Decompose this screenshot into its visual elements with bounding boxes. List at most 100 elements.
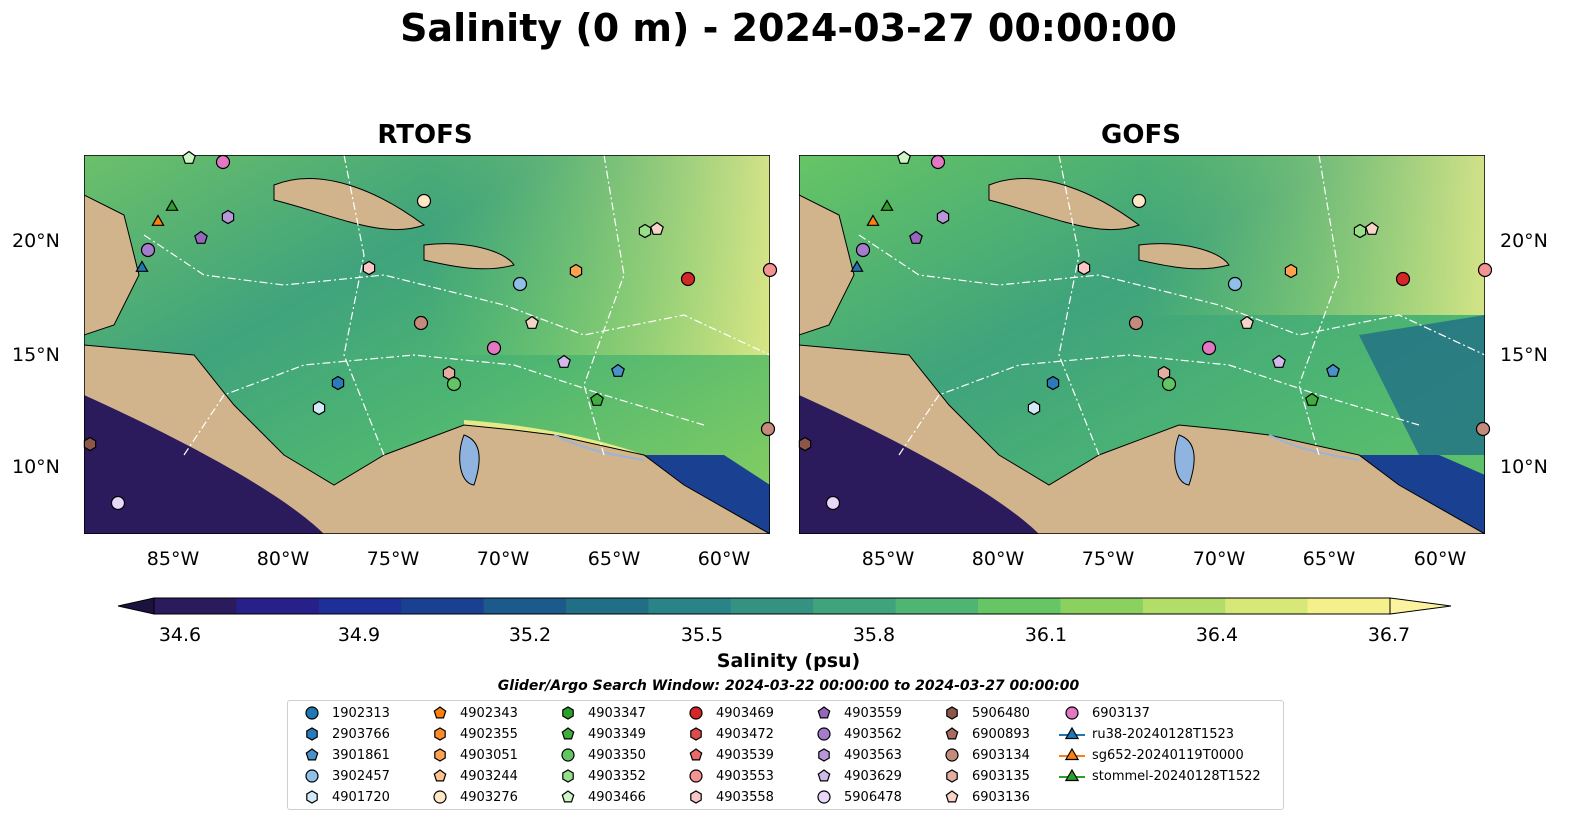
float-marker-5906480: [83, 436, 97, 452]
legend-marker: [945, 748, 959, 762]
colorbar-tick: 35.2: [508, 624, 552, 646]
float-marker-3902457: [512, 276, 528, 292]
lon-label-80w: 80°W: [971, 548, 1025, 570]
legend-marker: [561, 748, 575, 762]
legend-label: 4903553: [716, 768, 774, 784]
legend-item: 1902313: [298, 705, 390, 721]
float-marker-4903349: [1305, 392, 1319, 406]
colorbar-tick: 36.1: [1024, 624, 1068, 646]
legend-marker: [689, 748, 703, 761]
map-title-gofs: GOFS: [1101, 120, 1181, 150]
legend-item: 5906478: [810, 789, 902, 805]
colorbar-bin: [648, 598, 732, 614]
legend-item: 4903539: [682, 747, 774, 763]
float-marker-4903466: [182, 150, 196, 164]
float-marker-4903558: [362, 260, 376, 276]
legend-item: 4903244: [426, 768, 518, 784]
colorbar-bin: [566, 598, 649, 614]
legend-item: 2903766: [298, 726, 390, 742]
legend-label: 4902355: [460, 726, 518, 742]
legend-item: 5906480: [938, 705, 1030, 721]
legend-item: stommel-20240128T1522: [1058, 768, 1261, 784]
float-marker-4903559: [909, 230, 923, 244]
float-marker-4903562: [140, 242, 156, 258]
legend-label: 3901861: [332, 747, 390, 763]
legend-label: 4903352: [588, 768, 646, 784]
legend-label: 5906478: [844, 789, 902, 805]
float-marker-4903352: [638, 223, 652, 239]
legend-marker: [434, 748, 446, 762]
float-marker-4903051: [569, 263, 583, 279]
colorbar-tick: 35.5: [680, 624, 724, 646]
legend-marker: [817, 706, 831, 719]
float-marker-4901720: [312, 400, 326, 416]
colorbar: [118, 597, 1452, 615]
legend-marker: [689, 769, 703, 783]
float-marker-5906478: [110, 495, 126, 511]
legend-label: sg652-20240119T0000: [1092, 747, 1244, 763]
float-marker-sg652-20240119T0000: [866, 214, 880, 226]
float-marker-6903137: [930, 154, 946, 170]
legend-item: 4903051: [426, 747, 518, 763]
legend-marker: [945, 727, 959, 740]
float-marker-6903137: [1201, 340, 1217, 356]
legend-marker: [1065, 706, 1079, 720]
float-marker-4903629: [557, 354, 571, 368]
float-marker-ru38-20240128T1523: [850, 260, 864, 272]
legend-item: 4903553: [682, 768, 774, 784]
lat-label-left-10n: 10°N: [12, 456, 60, 478]
float-marker-stommel-20240128T1522: [165, 199, 179, 211]
float-marker-6903136: [1240, 315, 1254, 329]
lat-label-right-20n: 20°N: [1500, 230, 1548, 252]
legend-label: 5906480: [972, 705, 1030, 721]
legend-marker: [305, 769, 319, 783]
float-marker-4903562: [855, 242, 871, 258]
legend-item: 4903559: [810, 705, 902, 721]
colorbar-bin: [154, 598, 237, 614]
legend-item: 4902343: [426, 705, 518, 721]
legend-label: 4903350: [588, 747, 646, 763]
colorbar-bin: [1225, 598, 1309, 614]
legend-marker: [306, 790, 318, 804]
legend-item: 4901720: [298, 789, 390, 805]
float-marker-3902457: [1227, 276, 1243, 292]
legend-marker: [817, 727, 831, 741]
legend-item: 4903563: [810, 747, 902, 763]
float-markers: [83, 150, 1493, 511]
lon-label-75w: 75°W: [366, 548, 420, 570]
float-marker-6903137: [215, 154, 231, 170]
float-marker-4903553: [1477, 262, 1493, 278]
legend-marker: [305, 748, 319, 761]
float-marker-4903349: [590, 392, 604, 406]
legend-marker: [690, 727, 702, 741]
legend-label: 4903466: [588, 789, 646, 805]
colorbar-tick: 34.9: [337, 624, 381, 646]
float-marker-3901861: [611, 363, 625, 377]
legend-marker: [945, 790, 959, 803]
colorbar-bin: [813, 598, 897, 614]
legend-marker: [306, 727, 318, 741]
legend-label: 4903563: [844, 747, 902, 763]
legend-marker: [433, 790, 447, 804]
search-window-text: Glider/Argo Search Window: 2024-03-22 00…: [497, 678, 1080, 694]
legend-item: 4903347: [554, 705, 646, 721]
legend-marker: [817, 790, 831, 804]
colorbar-frame: [153, 597, 1391, 615]
legend-item: 4903472: [682, 726, 774, 742]
legend-label: 4903629: [844, 768, 902, 784]
legend-item: 6900893: [938, 726, 1030, 742]
legend-label: 4903276: [460, 789, 518, 805]
float-marker-6903134: [1128, 315, 1144, 331]
colorbar-bin: [978, 598, 1061, 614]
legend-label: 1902313: [332, 705, 390, 721]
float-marker-sg652-20240119T0000: [151, 214, 165, 226]
legend-item: 4903276: [426, 789, 518, 805]
legend-label: 4903559: [844, 705, 902, 721]
lon-label-85w: 85°W: [146, 548, 200, 570]
legend-label: 4903469: [716, 705, 774, 721]
float-marker-5906478: [825, 495, 841, 511]
float-marker-4903563: [221, 209, 235, 225]
colorbar-bin: [1142, 598, 1226, 614]
float-marker-2903766: [331, 375, 345, 391]
float-marker-4903469: [680, 271, 696, 287]
